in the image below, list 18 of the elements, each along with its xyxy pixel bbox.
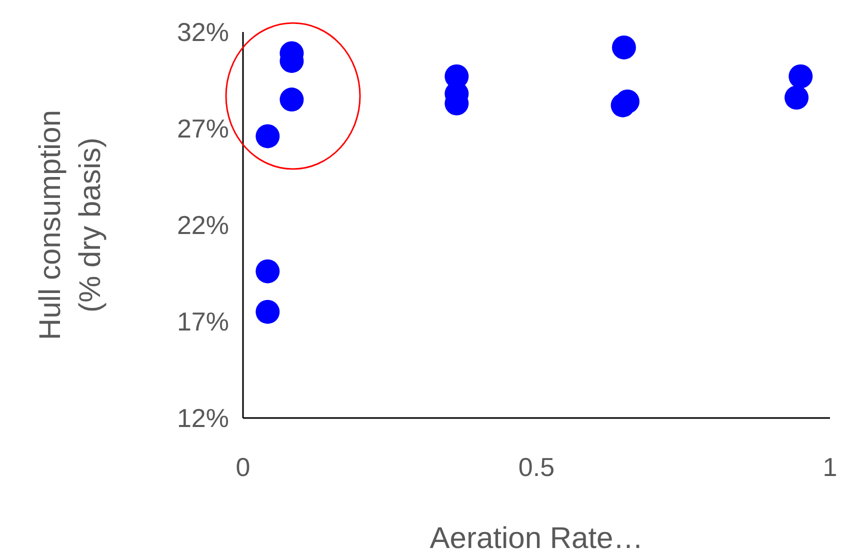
y-tick-label: 22% (176, 210, 229, 240)
point (784, 86, 809, 110)
y-tick-label: 32% (176, 17, 229, 48)
x-tick-label: 0 (236, 452, 250, 482)
y-tick-label: 27% (176, 114, 229, 144)
y-tick-label: 17% (176, 306, 229, 337)
x-axis-title: Aeration Rate… (430, 522, 644, 555)
point (256, 124, 280, 148)
x-tick-label: 1 (822, 452, 838, 482)
x-tick-label: 0.5 (518, 452, 555, 482)
point (280, 88, 304, 112)
y-axis-title: Hull consumption (% dry basis) (34, 110, 107, 340)
point (256, 259, 280, 284)
point (788, 64, 813, 88)
y-tick-label: 12% (176, 403, 229, 434)
point (615, 89, 640, 114)
point (256, 300, 280, 324)
point (612, 35, 636, 60)
